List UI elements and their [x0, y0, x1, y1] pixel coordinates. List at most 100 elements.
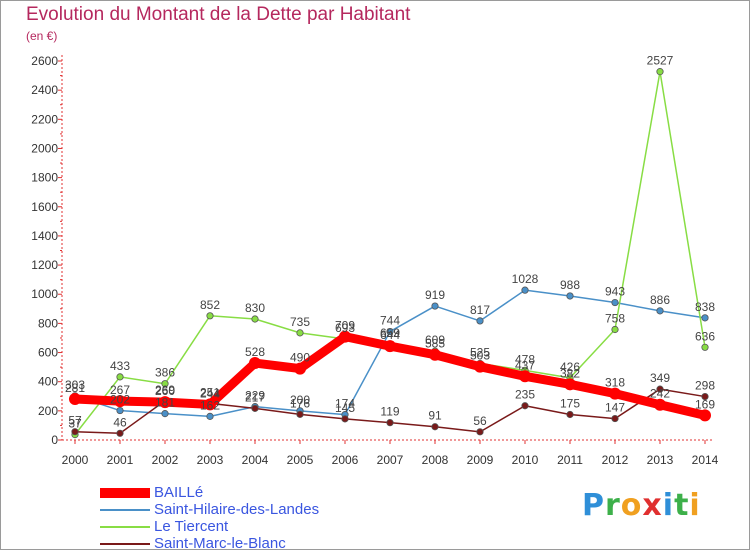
series-3-data-label: 176 — [290, 396, 310, 410]
series-1-data-label: 886 — [650, 293, 670, 307]
series-3-point — [566, 410, 574, 419]
series-3-point — [656, 385, 664, 393]
series-3-data-label: 56 — [473, 414, 487, 428]
x-tick-label: 2000 — [62, 453, 89, 467]
legend-label-bailee: BAILLé — [154, 484, 204, 501]
series-3-point — [116, 429, 124, 437]
x-tick-label: 2007 — [377, 453, 404, 467]
series-3-data-label: 147 — [605, 401, 625, 415]
series-2-point — [206, 312, 214, 320]
x-tick-label: 2001 — [107, 453, 134, 467]
series-3-point — [701, 392, 709, 401]
series-1-point — [521, 286, 529, 294]
series-2-data-label: 609 — [425, 333, 445, 347]
x-tick-label: 2005 — [287, 453, 314, 467]
series-0-data-label: 503 — [470, 349, 490, 363]
x-tick-label: 2010 — [512, 453, 539, 467]
series-0-point — [384, 340, 396, 353]
series-1-data-label: 200 — [290, 393, 310, 407]
y-tick-label: 400 — [38, 375, 58, 389]
series-0-data-label: 528 — [245, 345, 265, 359]
y-tick-label: 1800 — [31, 171, 58, 185]
x-tick-label: 2013 — [647, 453, 674, 467]
chart-title: Evolution du Montant de la Dette par Hab… — [26, 4, 411, 25]
series-1-data-label: 202 — [110, 393, 130, 407]
series-0-data-label: 585 — [425, 337, 445, 351]
series-0-point — [474, 360, 486, 373]
series-1-point — [656, 307, 664, 315]
series-2-data-label: 525 — [470, 345, 490, 359]
y-tick-label: 800 — [38, 316, 58, 330]
series-1-data-label: 229 — [245, 389, 265, 403]
x-tick-label: 2009 — [467, 453, 494, 467]
series-3-data-label: 269 — [155, 383, 175, 397]
series-0-data-label: 244 — [200, 386, 220, 400]
series-0-data-label: 281 — [65, 381, 85, 395]
series-2-data-label: 426 — [560, 360, 580, 374]
series-1-point — [206, 412, 214, 420]
series-3-data-label: 217 — [245, 390, 265, 404]
series-2-data-label: 735 — [290, 315, 310, 329]
series-2-data-label: 758 — [605, 312, 625, 326]
series-3-point — [611, 414, 619, 423]
chart-subtitle: (en €) — [26, 29, 58, 43]
series-0-data-label: 169 — [695, 397, 715, 411]
y-tick-label: 2000 — [31, 141, 58, 155]
series-0-point — [429, 348, 441, 361]
series-3-data-label: 175 — [560, 396, 580, 410]
series-2-point — [701, 343, 709, 351]
series-1-data-label: 817 — [470, 303, 490, 317]
series-2-data-label: 659 — [380, 326, 400, 340]
x-tick-label: 2011 — [557, 453, 583, 467]
series-1-point — [566, 292, 574, 300]
series-1-point — [116, 406, 124, 415]
legend-swatch-saint-hilaire — [100, 509, 150, 511]
series-3-point — [296, 410, 304, 418]
series-2-data-label: 433 — [110, 359, 130, 373]
x-tick-label: 2014 — [692, 453, 719, 467]
y-tick-label: 1000 — [31, 287, 58, 301]
series-3-point — [71, 428, 79, 436]
series-3-point — [386, 419, 394, 427]
series-3-data-label: 235 — [515, 388, 535, 402]
series-1-data-label: 919 — [425, 288, 445, 302]
y-tick-label: 2400 — [31, 83, 58, 97]
series-1-point — [701, 314, 709, 322]
series-1-data-label: 988 — [560, 278, 580, 292]
series-0-data-label: 260 — [155, 384, 175, 398]
series-1-data-label: 303 — [65, 378, 85, 392]
series-0-point — [69, 393, 81, 406]
y-tick-label: 0 — [51, 433, 58, 447]
series-1-data-label: 181 — [155, 396, 175, 410]
y-tick-label: 200 — [38, 404, 58, 418]
y-tick-label: 1200 — [31, 258, 58, 272]
series-2-data-label: 37 — [68, 417, 82, 431]
series-2-point — [296, 329, 304, 337]
series-0-point — [339, 330, 351, 343]
x-tick-label: 2008 — [422, 453, 449, 467]
series-1-point — [611, 298, 619, 307]
series-0-point — [564, 378, 576, 391]
legend: BAILLé Saint-Hilaire-des-Landes Le Tierc… — [100, 484, 420, 552]
y-tick-label: 1600 — [31, 200, 58, 214]
y-tick-label: 2600 — [31, 54, 58, 68]
legend-item-saint-marc: Saint-Marc-le-Blanc — [100, 535, 420, 552]
series-0-point — [249, 357, 261, 370]
series-2-data-label: 830 — [245, 301, 265, 315]
x-tick-label: 2003 — [197, 453, 224, 467]
series-3-data-label: 46 — [113, 415, 127, 429]
series-1-data-label: 744 — [380, 314, 400, 328]
series-0-point — [519, 370, 531, 383]
legend-label-le-tiercent: Le Tiercent — [154, 518, 229, 535]
x-tick-label: 2004 — [242, 453, 269, 467]
series-0-data-label: 318 — [605, 376, 625, 390]
series-2-point — [611, 325, 619, 334]
series-3-point — [251, 404, 259, 412]
series-0-data-label: 490 — [290, 351, 310, 365]
series-0-point — [609, 387, 621, 400]
series-3-point — [431, 423, 439, 431]
series-3-point — [341, 415, 349, 423]
series-2-data-label: 386 — [155, 366, 175, 380]
x-tick-label: 2012 — [602, 453, 629, 467]
